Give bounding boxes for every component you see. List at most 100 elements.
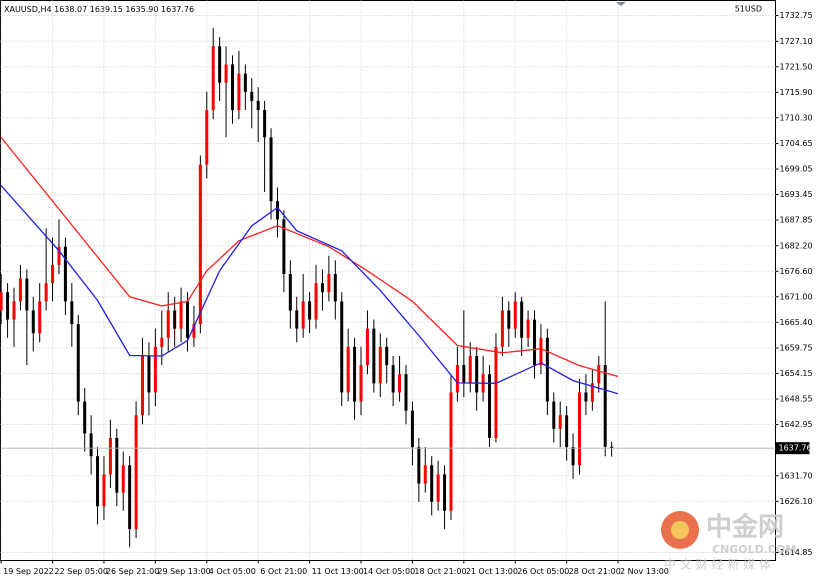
y-tick-label: 1704.65 (780, 139, 813, 148)
y-tick-label: 1732.75 (780, 11, 813, 20)
candle-body (507, 310, 511, 329)
symbol-label: 51USD (735, 5, 762, 14)
candle-body (455, 365, 459, 393)
candle-body (31, 310, 35, 334)
watermark: 中金网 CNGOLD.COM 中 文 财 经 新 媒 体 (661, 511, 796, 572)
candle-body (301, 301, 305, 329)
candle-body (410, 410, 414, 448)
candle-body (147, 355, 151, 393)
y-tick-label: 1614.85 (780, 548, 813, 557)
candle-body (166, 310, 170, 338)
moving-average (0, 185, 619, 395)
y-tick-label: 1682.20 (780, 241, 813, 250)
candle-body (89, 433, 93, 457)
y-tick-label: 1665.40 (780, 318, 813, 327)
candle-body (256, 100, 260, 111)
candle-body (25, 278, 29, 311)
y-tick-label: 1721.50 (780, 62, 813, 71)
candle-body (275, 201, 279, 220)
open-value: 1638.07 (54, 5, 87, 14)
candle-body (468, 355, 472, 384)
close-value: 1637.76 (161, 5, 194, 14)
candle-body (462, 365, 466, 384)
x-tick-label: 22 Sep 05:00 (55, 567, 108, 576)
candle-body (520, 301, 524, 338)
x-tick-label: 28 Oct 21:00 (569, 567, 621, 576)
candle-body (230, 64, 234, 111)
x-tick-label: 18 Oct 21:00 (414, 567, 466, 576)
candle-body (398, 374, 402, 393)
candle-body (224, 64, 228, 83)
candle-body (237, 73, 241, 111)
candle-body (545, 337, 549, 402)
symbol: XAUUSD,H4 (4, 5, 52, 14)
candle-body (18, 278, 22, 302)
low-value: 1635.90 (125, 5, 158, 14)
candle-body (51, 264, 55, 284)
candle-body (443, 474, 447, 511)
candle-body (365, 328, 369, 366)
candle-body (205, 110, 209, 165)
candle-body (320, 283, 324, 293)
candle-body (314, 283, 318, 320)
candle-body (179, 301, 183, 329)
y-tick-label: 1727.10 (780, 37, 813, 46)
candle-body (436, 474, 440, 502)
candle-body (12, 301, 16, 320)
candle-body (423, 465, 427, 484)
candle-body (263, 110, 267, 138)
candle-body (327, 274, 331, 293)
candle-body (121, 465, 125, 493)
candle-body (186, 301, 190, 338)
x-tick-label: 19 Sep 2022 (3, 567, 54, 576)
candle-body (539, 337, 543, 366)
watermark-domain: CNGOLD.COM (712, 543, 796, 556)
candle-body (603, 365, 607, 447)
candle-body (565, 415, 569, 448)
candle-body (404, 374, 408, 411)
candle-body (359, 365, 363, 402)
y-tick-label: 1648.55 (780, 395, 813, 404)
y-tick-label: 1693.45 (780, 190, 813, 199)
y-tick-label: 1631.70 (780, 471, 813, 480)
y-tick-label: 1626.10 (780, 497, 813, 506)
candle-body (6, 292, 10, 320)
candle-body (578, 392, 582, 466)
candle-body (533, 319, 537, 366)
candle-body (378, 346, 382, 384)
shift-marker (616, 2, 626, 6)
moving-average (0, 136, 619, 378)
candle-body (102, 474, 106, 507)
candle-body (108, 437, 112, 475)
candle-body (353, 346, 357, 402)
y-tick-label: 1687.85 (780, 216, 813, 225)
candle-body (597, 365, 601, 384)
candle-body (513, 301, 517, 329)
candle-body (0, 292, 3, 311)
candle-body (63, 246, 67, 302)
x-tick-label: 2 Nov 13:00 (620, 567, 669, 576)
candle-body (558, 415, 562, 429)
watermark-icon-inner (671, 521, 689, 539)
candle-body (571, 447, 575, 466)
x-tick-label: 26 Sep 21:00 (106, 567, 159, 576)
candle-body (282, 219, 286, 275)
candle-body (38, 301, 42, 334)
candle-body (552, 401, 556, 429)
y-tick-label: 1710.30 (780, 113, 813, 122)
candle-body (295, 310, 299, 329)
y-tick-label: 1699.05 (780, 165, 813, 174)
candle-body (430, 465, 434, 502)
candle-body (173, 310, 177, 329)
y-tick-label: 1676.60 (780, 267, 813, 276)
candle-body (494, 346, 498, 438)
candle-body (250, 91, 254, 101)
candle-body (340, 301, 344, 393)
candle-body (141, 355, 145, 416)
candle-body (475, 355, 479, 393)
candle-body (385, 346, 389, 366)
price-label-box (775, 442, 810, 455)
x-tick-label: 4 Oct 05:00 (209, 567, 256, 576)
candle-body (590, 383, 594, 402)
